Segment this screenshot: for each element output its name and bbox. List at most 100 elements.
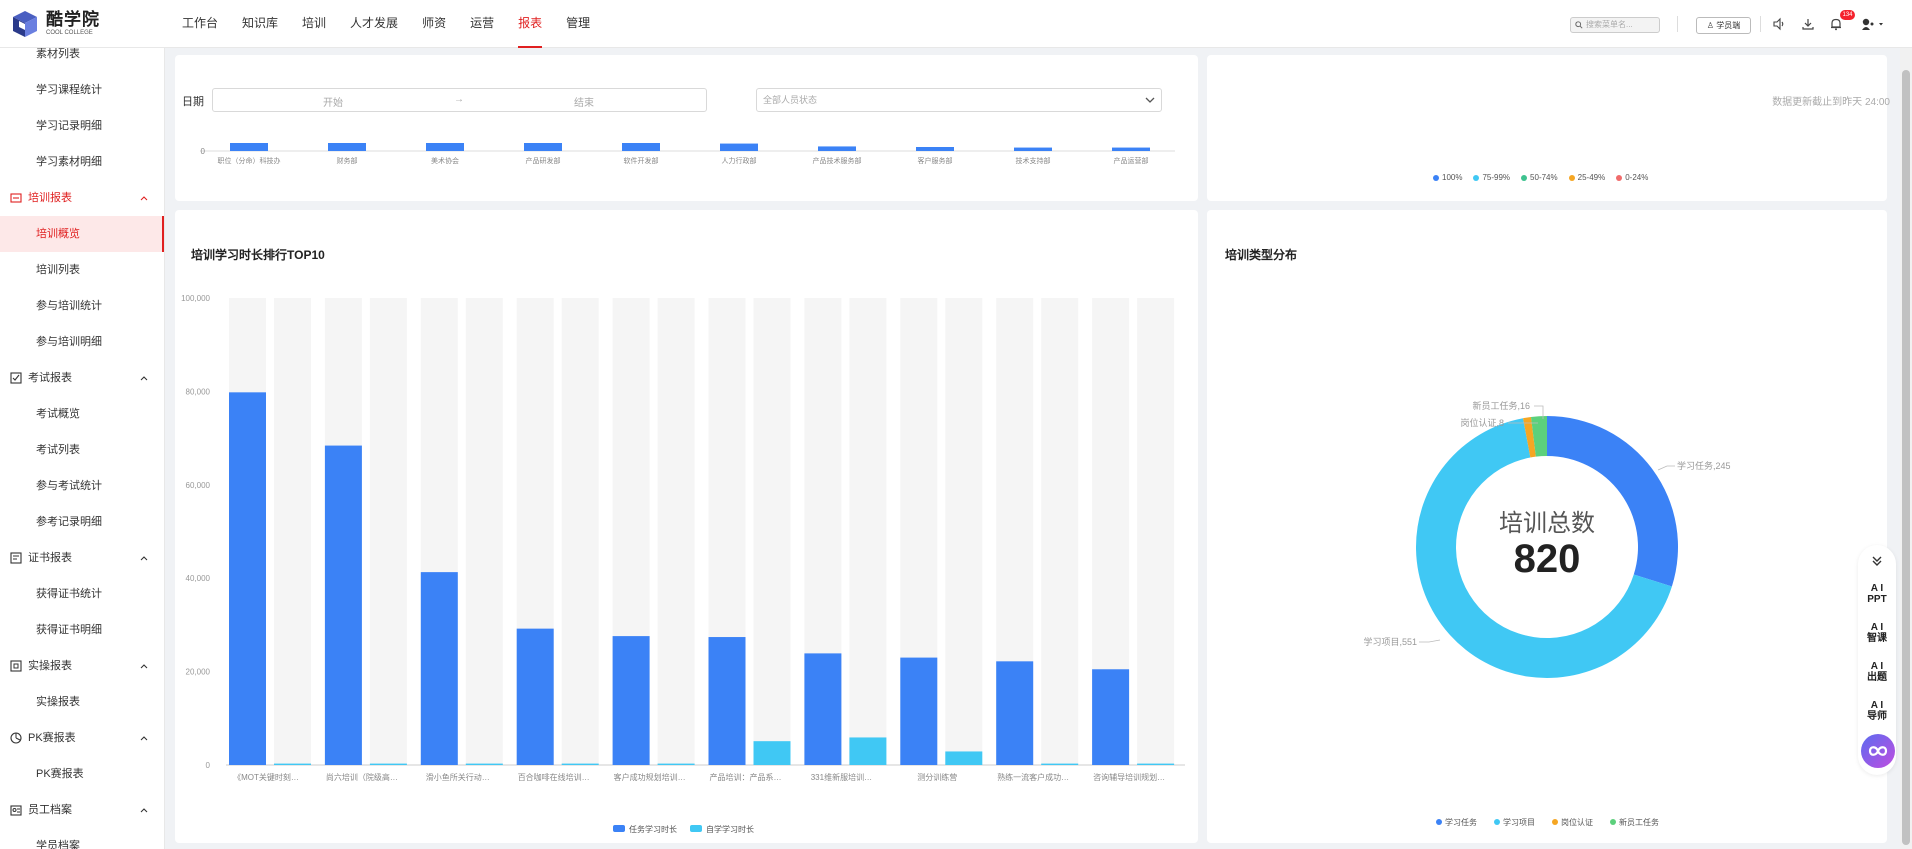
sidebar-group-19[interactable]: PK赛报表 [0, 720, 164, 756]
sidebar-item-18[interactable]: 实操报表 [0, 684, 164, 720]
sidebar-item-11[interactable]: 考试列表 [0, 432, 164, 468]
legend-label[interactable]: 学习任务 [1445, 817, 1477, 827]
dept-bar[interactable] [1014, 147, 1052, 151]
top10-bar-self[interactable] [1137, 763, 1175, 765]
top10-bar-self[interactable] [274, 763, 311, 765]
top10-bar-self[interactable] [561, 763, 599, 765]
nav-item-3[interactable]: 人才发展 [350, 16, 399, 30]
sidebar-item-15[interactable]: 获得证书统计 [0, 576, 164, 612]
student-portal-button[interactable]: ♙ 学员端 [1696, 17, 1751, 34]
sidebar-item-5[interactable]: 培训概览 [0, 216, 164, 252]
top10-bar-task[interactable] [708, 637, 746, 765]
ai-tool-label: 导师 [1867, 711, 1887, 722]
nav-item-5[interactable]: 运营 [470, 16, 495, 30]
dept-bar[interactable] [916, 147, 954, 151]
avatar-icon[interactable] [1860, 17, 1886, 31]
sidebar-item-13[interactable]: 参考记录明细 [0, 504, 164, 540]
completion-legend-item[interactable]: 0-24% [1616, 173, 1648, 182]
completion-legend-item[interactable]: 25-49% [1568, 173, 1605, 182]
donut-slice[interactable] [1416, 418, 1672, 678]
completion-legend-item[interactable]: 75-99% [1473, 173, 1510, 182]
scrollbar-thumb[interactable] [1902, 70, 1910, 845]
sidebar-item-16[interactable]: 获得证书明细 [0, 612, 164, 648]
donut-slice[interactable] [1523, 416, 1536, 458]
dept-bar[interactable] [230, 143, 268, 151]
top10-bar-task[interactable] [996, 661, 1034, 765]
nav-item-4[interactable]: 师资 [422, 16, 447, 30]
sidebar-group-17[interactable]: 实操报表 [0, 648, 164, 684]
dept-bar[interactable] [524, 143, 562, 151]
sidebar-label: 参与培训统计 [36, 300, 102, 312]
sidebar-group-9[interactable]: 考试报表 [0, 360, 164, 396]
menu-search-input[interactable]: 搜索菜单名... [1570, 17, 1660, 33]
top10-bar-self[interactable] [465, 763, 503, 765]
sidebar-item-8[interactable]: 参与培训明细 [0, 324, 164, 360]
top10-bar-self[interactable] [369, 763, 407, 765]
sidebar-group-4[interactable]: 培训报表 [0, 180, 164, 216]
brand-logo[interactable]: 酷学院 COOL COLLEGE [10, 9, 100, 39]
slice-callout-label: 新员工任务,16 [1472, 400, 1530, 411]
person-status-select[interactable]: 全部人员状态 [756, 88, 1162, 112]
dept-bar[interactable] [818, 146, 856, 151]
ai-tool-button-3[interactable]: A I 导师 [1858, 700, 1896, 722]
top10-bar-task[interactable] [516, 628, 554, 765]
sidebar-item-20[interactable]: PK赛报表 [0, 756, 164, 792]
sidebar-item-22[interactable]: 学员档案 [0, 828, 164, 849]
top10-bar-self[interactable] [753, 741, 791, 765]
ai-tool-button-1[interactable]: A I 智课 [1858, 622, 1896, 644]
sidebar-item-1[interactable]: 学习课程统计 [0, 72, 164, 108]
ai-tool-button-0[interactable]: A I PPT [1858, 583, 1896, 605]
ai-tool-button-2[interactable]: A I 出题 [1858, 661, 1896, 683]
sidebar-item-3[interactable]: 学习素材明细 [0, 144, 164, 180]
top10-bar-task[interactable] [900, 657, 938, 765]
legend-label[interactable]: 学习项目 [1503, 817, 1535, 827]
top10-bar-self[interactable] [849, 737, 887, 765]
sidebar-item-10[interactable]: 考试概览 [0, 396, 164, 432]
chevron-up-icon [140, 664, 148, 669]
download-icon[interactable] [1801, 17, 1815, 31]
date-range-picker[interactable]: 开始 → 结束 [212, 88, 707, 112]
y-tick-label: 80,000 [186, 387, 211, 396]
top10-bar-self[interactable] [657, 763, 695, 765]
legend-label[interactable]: 岗位认证 [1561, 817, 1593, 827]
top10-bar-task[interactable] [420, 572, 458, 765]
bell-icon[interactable] [1829, 17, 1843, 31]
dept-bar[interactable] [622, 143, 660, 151]
donut-slice[interactable] [1530, 416, 1547, 457]
collapse-chevron-icon[interactable] [1871, 555, 1883, 567]
speaker-icon[interactable] [1772, 17, 1786, 31]
nav-item-0[interactable]: 工作台 [182, 16, 219, 30]
sidebar-item-2[interactable]: 学习记录明细 [0, 108, 164, 144]
sidebar-group-14[interactable]: 证书报表 [0, 540, 164, 576]
dept-bar[interactable] [426, 143, 464, 151]
top10-bar-task[interactable] [1092, 669, 1130, 765]
donut-slice[interactable] [1547, 416, 1678, 587]
sidebar-item-12[interactable]: 参与考试统计 [0, 468, 164, 504]
top-bar: 酷学院 COOL COLLEGE 工作台 知识库 培训 人才发展 师资 运营 报表 管理 搜索… [0, 0, 1912, 48]
top10-bar-task[interactable] [804, 653, 842, 765]
legend-label[interactable]: 任务学习时长 [629, 824, 677, 834]
legend-swatch [690, 825, 702, 832]
completion-legend-item[interactable]: 50-74% [1521, 173, 1558, 182]
nav-item-1[interactable]: 知识库 [242, 16, 279, 30]
top10-bar-task[interactable] [229, 392, 266, 765]
dept-bar[interactable] [1112, 147, 1150, 151]
nav-item-7[interactable]: 管理 [566, 16, 591, 30]
nav-item-6[interactable]: 报表 [518, 0, 543, 48]
sidebar-item-7[interactable]: 参与培训统计 [0, 288, 164, 324]
top10-bar-task[interactable] [612, 636, 650, 765]
legend-label[interactable]: 自学学习时长 [706, 824, 754, 834]
top10-bar-self[interactable] [945, 751, 983, 765]
top10-bar-self[interactable] [1041, 763, 1079, 765]
dept-bar[interactable] [328, 143, 366, 151]
sidebar-group-21[interactable]: 员工档案 [0, 792, 164, 828]
completion-legend-item[interactable]: 100% [1433, 173, 1462, 182]
dept-bar[interactable] [720, 143, 758, 151]
legend-label[interactable]: 新员工任务 [1619, 817, 1659, 827]
sidebar-item-6[interactable]: 培训列表 [0, 252, 164, 288]
ai-assistant-icon[interactable] [1860, 733, 1896, 769]
top10-bar-task[interactable] [324, 445, 362, 765]
page-scrollbar[interactable] [1900, 48, 1912, 849]
nav-item-2[interactable]: 培训 [302, 16, 327, 30]
sidebar-item-0[interactable]: 素材列表 [0, 48, 164, 72]
